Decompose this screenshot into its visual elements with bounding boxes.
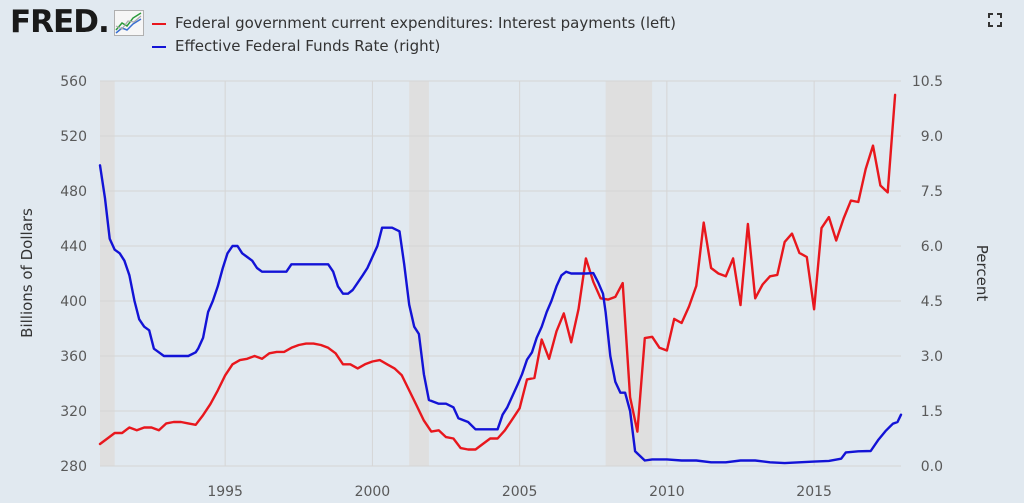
line-graph-icon — [114, 10, 144, 36]
legend-label-interest: Federal government current expenditures:… — [175, 13, 677, 32]
left-tick-label: 280 — [60, 459, 87, 475]
left-tick-label: 480 — [60, 184, 87, 200]
legend-item-ffr[interactable]: Effective Federal Funds Rate (right) — [152, 34, 676, 57]
x-tick-label: 2015 — [796, 484, 832, 500]
fred-logo[interactable]: FRED. — [10, 4, 110, 40]
left-axis-title: Billions of Dollars — [18, 208, 36, 338]
legend-label-ffr: Effective Federal Funds Rate (right) — [175, 36, 441, 55]
right-tick-label: 3.0 — [921, 349, 943, 365]
recession-band-0 — [100, 81, 115, 466]
chart-legend: Federal government current expenditures:… — [152, 11, 676, 57]
x-tick-label: 2000 — [355, 484, 391, 500]
interest-payments-line[interactable] — [98, 93, 897, 451]
right-tick-label: 4.5 — [921, 294, 943, 310]
x-tick-label: 1995 — [207, 484, 243, 500]
left-tick-label: 440 — [60, 239, 87, 255]
left-tick-label: 520 — [60, 129, 87, 145]
fed-funds-rate-line[interactable] — [98, 164, 903, 465]
left-tick-label: 320 — [60, 404, 87, 420]
recession-shading — [100, 81, 653, 466]
left-tick-label: 560 — [60, 74, 87, 90]
right-axis-title: Percent — [973, 245, 991, 302]
right-tick-label: 1.5 — [921, 404, 943, 420]
left-tick-label: 400 — [60, 294, 87, 310]
legend-item-interest[interactable]: Federal government current expenditures:… — [152, 11, 676, 34]
right-axis-ticks: 0.0 1.5 3.0 4.5 6.0 7.5 9.0 10.5 — [912, 74, 943, 475]
right-tick-label: 10.5 — [912, 74, 943, 90]
chart-header: FRED. Federal government current expendi… — [0, 0, 1024, 70]
right-tick-label: 7.5 — [921, 184, 943, 200]
x-axis-ticks: 1995 2000 2005 2010 2015 — [207, 484, 832, 500]
legend-swatch-ffr — [152, 45, 166, 48]
left-tick-label: 360 — [60, 349, 87, 365]
logo-dot: . — [97, 4, 110, 40]
right-tick-label: 0.0 — [921, 459, 943, 475]
logo-text: FRED — [10, 4, 99, 40]
left-axis-ticks: 280 320 360 400 440 480 520 560 — [60, 74, 87, 475]
fullscreen-icon[interactable] — [988, 13, 1002, 27]
x-tick-label: 2010 — [649, 484, 685, 500]
right-tick-label: 6.0 — [921, 239, 943, 255]
series-lines — [98, 93, 903, 465]
right-tick-label: 9.0 — [921, 129, 943, 145]
legend-swatch-interest — [152, 22, 166, 25]
recession-band-2 — [605, 81, 653, 466]
x-tick-label: 2005 — [502, 484, 538, 500]
